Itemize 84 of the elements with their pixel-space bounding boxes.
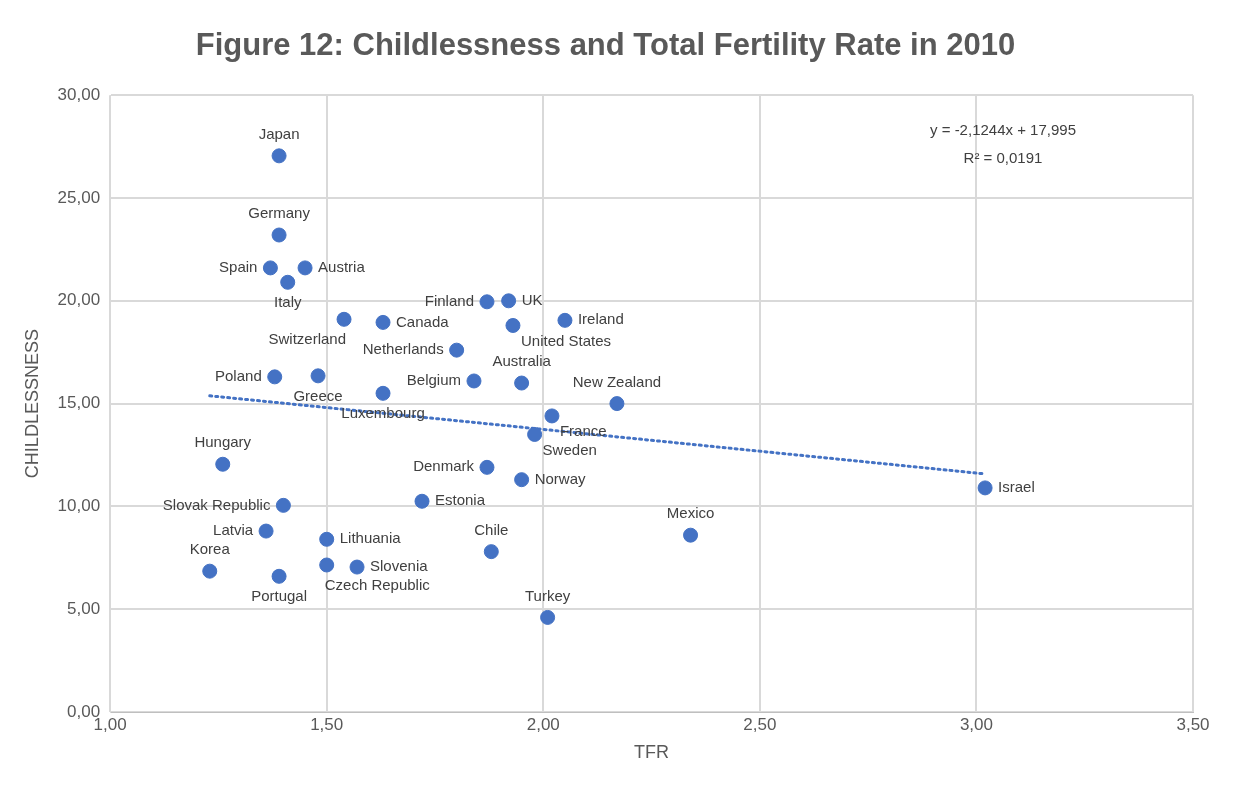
- series-label: Slovenia: [370, 557, 429, 575]
- series-label: Belgium: [406, 371, 461, 389]
- series-label: Mexico: [666, 504, 715, 522]
- point: [479, 294, 495, 310]
- annotation: y = -2,1244x + 17,995: [930, 121, 1076, 139]
- series-label: Portugal: [251, 587, 307, 605]
- point: [501, 293, 517, 309]
- point: [319, 531, 335, 547]
- series-label: Germany: [248, 204, 311, 222]
- series-label: Greece: [293, 386, 343, 404]
- series-label: Switzerland: [268, 330, 347, 348]
- point: [977, 480, 993, 496]
- point: [466, 373, 482, 389]
- point: [514, 375, 530, 391]
- point: [271, 148, 287, 164]
- series-label: UK: [521, 290, 543, 308]
- series-label: Lithuania: [339, 529, 402, 547]
- point: [483, 544, 499, 560]
- point: [375, 314, 391, 330]
- point: [319, 557, 335, 573]
- point: [609, 396, 625, 412]
- x-tick-label: 2,00: [526, 714, 560, 734]
- series-label: New Zealand: [572, 372, 662, 390]
- point: [275, 497, 291, 513]
- point: [215, 456, 231, 472]
- point: [375, 385, 391, 401]
- series-label: Netherlands: [362, 340, 444, 358]
- point: [336, 311, 352, 327]
- y-tick-label: 5,00: [67, 598, 101, 618]
- series-label: Slovak Republic: [162, 495, 271, 513]
- series-label: Sweden: [542, 440, 597, 458]
- point: [527, 426, 543, 442]
- series-label: Canada: [396, 312, 450, 330]
- point: [514, 472, 530, 488]
- series-label: Spain: [219, 258, 258, 276]
- y-tick-label: 25,00: [57, 187, 101, 207]
- point: [557, 312, 573, 328]
- series-label: Chile: [474, 520, 509, 538]
- annotation: R² = 0,0191: [963, 149, 1043, 167]
- series-label: Austria: [318, 258, 366, 276]
- x-axis-title: TFR: [634, 742, 670, 763]
- y-tick-label: 30,00: [57, 84, 101, 104]
- series-label: United States: [520, 331, 612, 349]
- series-label: Japan: [258, 124, 300, 142]
- series-label: Italy: [273, 293, 302, 311]
- series-label: Turkey: [524, 586, 571, 604]
- point: [544, 408, 560, 424]
- x-tick-label: 3,00: [959, 714, 993, 734]
- series-label: Poland: [215, 367, 262, 385]
- series-label: Norway: [534, 469, 586, 487]
- point: [540, 609, 556, 625]
- point: [202, 563, 218, 579]
- point: [505, 317, 521, 333]
- x-tick-label: 3,50: [1176, 714, 1210, 734]
- point: [297, 260, 313, 276]
- x-tick-label: 1,50: [310, 714, 344, 734]
- series-label: Estonia: [435, 491, 486, 509]
- point: [479, 459, 495, 475]
- point: [414, 493, 430, 509]
- chart-title: Figure 12: Childlessness and Total Fertility Rate in 2010: [195, 27, 1016, 63]
- series-label: Korea: [189, 540, 231, 558]
- point: [449, 342, 465, 358]
- point: [280, 274, 296, 290]
- point: [683, 527, 699, 543]
- series-label: Finland: [424, 291, 474, 309]
- series-label: Latvia: [213, 521, 254, 539]
- point: [310, 368, 326, 384]
- series-label: Czech Republic: [324, 576, 431, 594]
- y-tick-label: 20,00: [57, 290, 101, 310]
- series-label: Australia: [492, 352, 552, 370]
- point: [271, 227, 287, 243]
- series-label: Denmark: [413, 457, 475, 475]
- y-tick-label: 10,00: [57, 496, 101, 516]
- y-axis-title: CHILDLESSNESS: [21, 329, 42, 479]
- x-tick-label: 2,50: [743, 714, 777, 734]
- series-label: Ireland: [577, 310, 624, 328]
- point: [349, 559, 365, 575]
- point: [267, 369, 283, 385]
- point: [262, 260, 278, 276]
- series-label: Hungary: [194, 433, 252, 451]
- y-tick-label: 15,00: [57, 393, 101, 413]
- point: [271, 568, 287, 584]
- series-label: Israel: [998, 478, 1035, 496]
- point: [258, 523, 274, 539]
